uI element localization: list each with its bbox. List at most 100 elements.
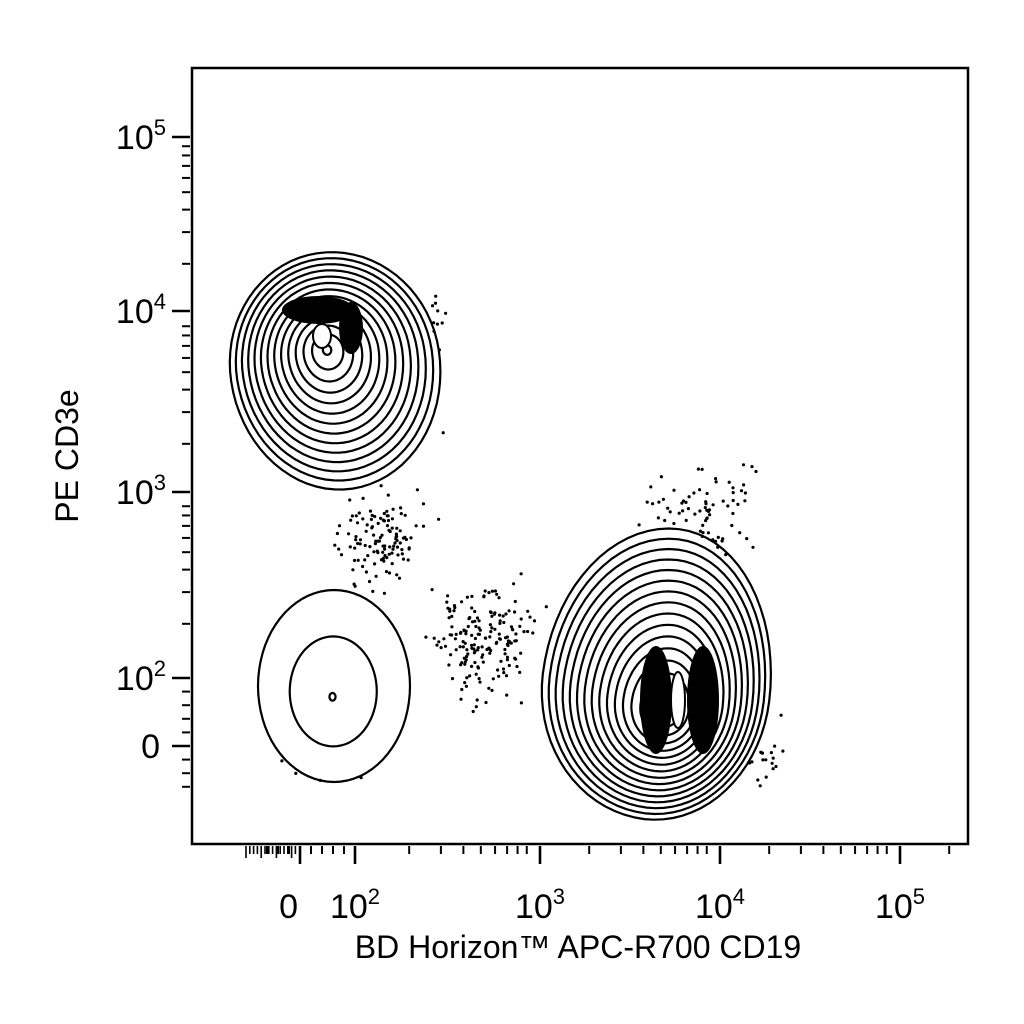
event-dot [463,641,467,645]
event-dot [432,321,436,325]
event-dot [498,613,502,617]
event-dot [463,681,467,685]
event-dot [779,713,783,717]
event-dot [473,636,477,641]
event-dot [394,537,398,541]
event-dot [367,579,372,584]
contour-core [687,646,719,754]
event-dot [721,537,725,541]
event-dot [354,514,358,518]
event-dot [470,594,474,599]
contour-line [234,257,435,482]
event-dot [359,776,363,780]
event-dot [397,576,402,580]
event-dot [493,589,497,593]
event-dot [383,547,387,551]
event-dot [771,767,775,771]
event-dot [382,591,386,595]
event-dot [495,592,499,596]
event-dot [439,646,443,650]
event-dot [366,554,370,558]
event-dot [497,596,501,600]
event-dot [645,500,649,504]
event-dot [659,475,664,479]
event-dot [437,348,441,352]
event-dot [447,663,451,667]
event-dot [386,493,390,497]
event-dot [352,582,356,586]
event-dot [373,562,377,566]
event-dot [714,477,718,481]
event-dot [450,633,454,637]
x-tick-label: 104 [695,884,745,926]
event-dot [764,775,768,779]
event-dot [477,632,482,637]
event-dot [462,656,466,660]
event-dot [476,648,480,652]
event-dot [489,630,493,634]
x-tick-label: 105 [875,884,925,926]
event-dot [637,523,641,527]
event-dot [509,625,514,629]
event-dot [372,533,376,537]
contour-core [640,646,672,754]
event-dot [460,687,464,692]
event-dot [294,771,298,776]
event-dot [403,513,407,517]
event-dot [351,568,355,572]
event-dot [453,637,457,641]
event-dot [381,550,385,554]
contour-core [282,296,354,324]
event-dot [656,516,661,520]
contour-line [568,568,750,798]
event-dot [668,510,672,514]
y-tick-label: 105 [116,115,166,157]
event-dot [435,322,439,326]
event-dot [711,503,715,507]
event-dot [502,620,506,625]
contour-core [339,302,363,354]
event-dot [406,558,410,562]
event-dot [488,651,492,655]
event-dot [463,660,467,664]
event-dot [384,570,389,574]
event-dot [761,758,765,762]
event-dot [495,640,499,644]
event-dot [687,495,691,499]
x-tick-label: 102 [330,884,380,926]
event-dot [515,664,519,669]
event-dot [474,672,478,676]
event-dot [677,511,681,515]
event-dot [443,644,448,648]
event-dot [378,536,382,540]
event-dot [280,759,284,763]
event-dot [703,506,707,510]
event-dot [714,480,718,484]
event-dot [476,665,480,669]
event-dot [693,512,697,516]
event-dot [465,654,469,659]
event-dot [514,632,518,636]
event-dot [437,517,441,521]
event-dot [727,480,731,484]
event-dot [468,616,472,620]
event-dot [485,647,489,651]
event-dot [364,529,368,533]
event-dot [399,506,403,510]
event-dot [318,778,322,783]
event-dot [488,635,492,639]
event-dot [458,645,462,649]
event-dot [454,648,458,652]
event-dot [497,632,501,636]
event-dot [400,548,404,552]
event-dot [475,698,479,702]
event-dot [387,552,391,556]
y-tick-label: 104 [116,289,166,331]
contour-line [256,588,412,784]
x-axis-title: BD Horizon™ APC-R700 CD19 [355,929,801,965]
event-dot [470,620,475,624]
y-tick-label: 103 [116,470,166,512]
event-dot [726,504,730,508]
event-dot [361,496,365,500]
scatter-dot-layer [280,294,785,788]
